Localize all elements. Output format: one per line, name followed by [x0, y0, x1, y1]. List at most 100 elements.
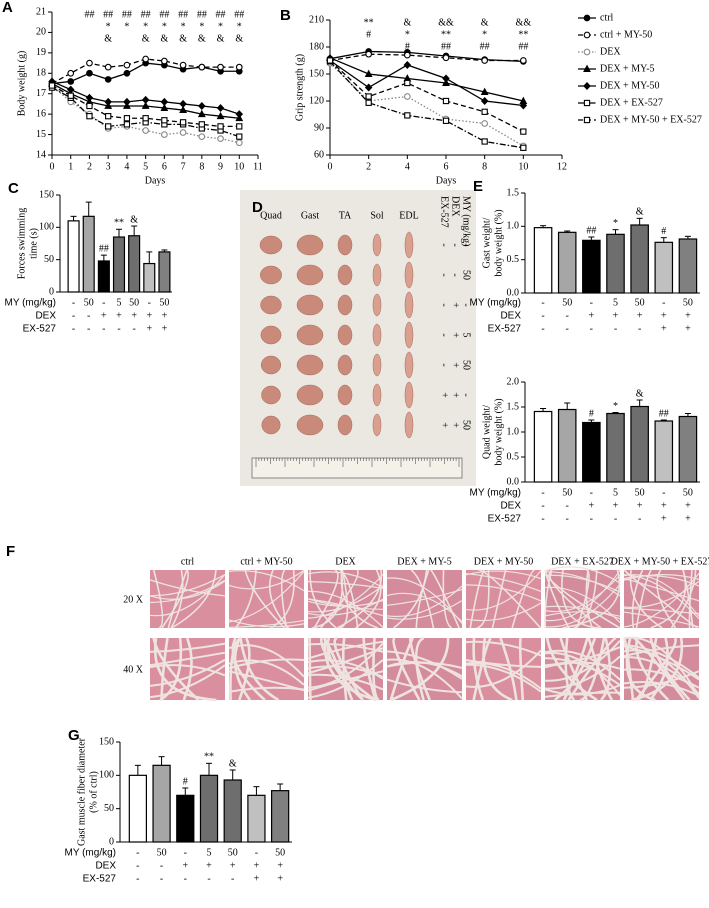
fiber-gap [311, 569, 344, 629]
bar [97, 260, 110, 293]
marker [481, 138, 488, 145]
fiber-gap [270, 569, 295, 629]
significance-mark: * [405, 29, 410, 40]
significance-mark: * [199, 21, 204, 32]
tissue [404, 411, 414, 439]
fiber-gap [559, 637, 589, 701]
column-label: DEX + EX-527 [551, 556, 614, 567]
fiber-gap [170, 569, 184, 629]
fiber-gap [149, 658, 226, 687]
treatment-cell: - [566, 513, 569, 524]
treatment-label: DEX [500, 311, 521, 322]
marker [583, 99, 591, 107]
significance-mark: ## [122, 9, 132, 20]
significance-mark: ## [84, 9, 94, 20]
significance-mark: ## [234, 9, 244, 20]
tissue [296, 294, 324, 316]
bar [176, 794, 195, 843]
row-cell: + [450, 302, 461, 308]
treatment-cell: - [541, 500, 544, 511]
fiber-gap [333, 636, 364, 701]
significance-mark: & [104, 33, 112, 44]
panel-label: B [280, 7, 291, 24]
marker [326, 57, 334, 64]
fiber-gap [341, 637, 348, 701]
x-tick-label: 10 [234, 161, 244, 172]
legend-label: DEX + MY-5 [600, 63, 655, 74]
marker [123, 61, 131, 69]
treatment-cell: - [160, 860, 163, 871]
marker [198, 121, 205, 128]
fiber-gap [228, 619, 305, 628]
fiber-gap [635, 569, 652, 629]
treatment-cell: - [590, 297, 593, 308]
series-line [51, 84, 240, 128]
row-cell: - [461, 303, 472, 306]
significance-mark: * [613, 401, 618, 412]
tissue [259, 235, 283, 255]
fiber-gap [320, 569, 359, 629]
y-tick-label: 120 [309, 95, 324, 106]
fiber-gap [149, 579, 226, 597]
legend-label: DEX + MY-50 [600, 80, 660, 91]
treatment-cell: + [254, 860, 260, 871]
marker [365, 99, 372, 106]
bar [630, 224, 649, 294]
marker [67, 69, 75, 77]
fiber-gap [442, 569, 453, 629]
y-tick-label: 180 [309, 41, 324, 52]
bar [199, 774, 219, 843]
fiber-gap [579, 637, 606, 702]
treatment-cell: + [101, 310, 107, 321]
treatment-cell: - [72, 310, 75, 321]
fiber-gap [430, 569, 460, 629]
treatment-cell: - [566, 310, 569, 321]
treatment-cell: - [184, 873, 187, 884]
fiber-gap [228, 570, 305, 592]
marker [236, 123, 243, 130]
marker [105, 123, 112, 130]
marker [86, 113, 93, 120]
fiber-gap [149, 579, 226, 604]
row-cell: - [439, 303, 450, 306]
fiber-gap [386, 661, 463, 678]
treatment-cell: 50 [683, 297, 693, 308]
fiber-gap [153, 637, 217, 702]
marker [583, 48, 591, 56]
fiber-gap [386, 678, 463, 694]
fiber-gap [544, 570, 621, 622]
bar [67, 220, 80, 293]
treatment-cell: - [590, 487, 593, 498]
fiber-gap [307, 640, 384, 660]
significance-mark: ## [216, 9, 226, 20]
significance-mark: ## [586, 225, 596, 236]
fiber-gap [623, 574, 700, 617]
treatment-cell: 50 [157, 847, 167, 858]
treatment-cell: + [661, 323, 667, 334]
fiber-gap [545, 569, 621, 629]
marker [364, 69, 373, 77]
ruler [251, 457, 463, 479]
fiber-gap [656, 569, 677, 629]
column-label: EDL [399, 210, 418, 221]
fiber-gap [268, 569, 290, 629]
bar [533, 227, 553, 294]
x-tick-label: 5 [143, 161, 148, 172]
marker [236, 133, 243, 140]
row-cell: - [450, 243, 461, 246]
marker [217, 123, 224, 130]
marker [583, 81, 591, 91]
fiber-gap [635, 637, 670, 701]
y-tick-label: 0.5 [507, 254, 520, 265]
significance-mark: & [179, 33, 187, 44]
marker [216, 104, 225, 113]
fiber-gap [625, 637, 656, 702]
panel-label: C [8, 180, 19, 197]
fiber-gap [355, 569, 382, 629]
marker [104, 63, 112, 71]
marker [403, 51, 411, 59]
y-tick-label: 19 [36, 47, 46, 58]
treatment-cell: + [685, 310, 691, 321]
marker [520, 144, 527, 151]
treatment-label: EX-527 [488, 324, 522, 335]
